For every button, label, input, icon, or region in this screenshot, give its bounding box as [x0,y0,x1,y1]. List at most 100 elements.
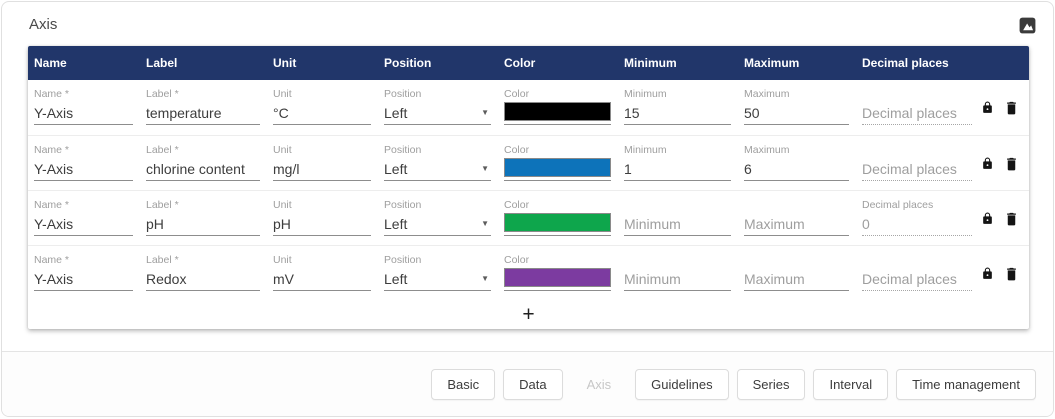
field-label: Maximum [744,88,790,100]
field-label: Color [504,254,530,266]
column-header-minimum: Minimum [624,56,677,70]
minimum-field[interactable]: Minimum 15 [624,80,731,135]
field-label: Unit [273,144,292,156]
trash-icon [1004,267,1019,286]
label-field[interactable]: Label * chlorine content [146,136,260,190]
field-label: Name * [34,144,70,156]
table-header: Name Label Unit Position Color Minimum M… [28,46,1029,80]
color-swatch[interactable] [504,213,611,232]
color-swatch[interactable] [504,268,611,287]
field-label: Label * [146,254,179,266]
delete-button[interactable] [1004,155,1019,172]
field-label: Unit [273,88,292,100]
unit-field[interactable]: Unit °C [273,80,371,135]
plus-icon: + [522,302,535,326]
field-label: Maximum [744,144,790,156]
name-field[interactable]: Name * Y-Axis [34,80,133,135]
field-label: Color [504,144,530,156]
delete-button[interactable] [1004,99,1019,116]
lock-icon [981,101,994,119]
unit-field[interactable]: Unit pH [273,191,371,245]
maximum-field[interactable]: Maximum [744,246,849,300]
trash-icon [1004,157,1019,176]
label-field[interactable]: Label * Redox [146,246,260,300]
color-field[interactable]: Color [504,191,611,245]
tab-time-management[interactable]: Time management [896,368,1036,400]
field-label: Minimum [624,88,667,100]
field-label: Color [504,88,530,100]
tab-guidelines[interactable]: Guidelines [635,368,729,400]
position-select[interactable]: Position Left ▼ [384,246,491,300]
tab-series[interactable]: Series [736,368,806,400]
decimal-places-field: Decimal places [862,80,972,135]
lock-icon [981,212,994,230]
tab-button-bar: Basic Data Axis Guidelines Series Interv… [2,351,1053,416]
panel-header: Axis [2,2,1053,46]
lock-button[interactable] [981,211,994,226]
decimal-places-field: Decimal places [862,246,972,300]
dropdown-arrow-icon: ▼ [481,219,489,228]
color-field[interactable]: Color [504,246,611,300]
column-header-label: Label [146,56,178,70]
field-label: Name * [34,199,70,211]
dropdown-arrow-icon: ▼ [481,164,489,173]
trash-icon [1004,101,1019,120]
color-field[interactable]: Color [504,80,611,135]
lock-icon [981,157,994,175]
field-label: Unit [273,199,292,211]
lock-button[interactable] [981,156,994,171]
minimum-field[interactable]: Minimum 1 [624,136,731,190]
color-field[interactable]: Color [504,136,611,190]
column-header-position: Position [384,56,432,70]
table-row: Name * Y-Axis Label * temperature Unit °… [28,80,1029,135]
decimal-places-field: Decimal places 0 [862,191,972,245]
position-select[interactable]: Position Left ▼ [384,191,491,245]
field-label: Position [384,199,422,211]
tab-interval[interactable]: Interval [813,368,889,400]
lock-button[interactable] [981,100,994,115]
field-label: Color [504,199,530,211]
add-axis-button[interactable]: + [28,300,1029,329]
field-label: Name * [34,88,70,100]
label-field[interactable]: Label * pH [146,191,260,245]
label-field[interactable]: Label * temperature [146,80,260,135]
field-label: Label * [146,88,179,100]
column-header-name: Name [34,56,67,70]
lock-icon [981,267,994,285]
unit-field[interactable]: Unit mV [273,246,371,300]
field-label: Label * [146,199,179,211]
name-field[interactable]: Name * Y-Axis [34,136,133,190]
axis-table: Name Label Unit Position Color Minimum M… [28,46,1029,329]
maximum-field[interactable]: Maximum [744,191,849,245]
unit-field[interactable]: Unit mg/l [273,136,371,190]
column-header-unit: Unit [273,56,297,70]
name-field[interactable]: Name * Y-Axis [34,191,133,245]
column-header-maximum: Maximum [744,56,800,70]
tab-basic[interactable]: Basic [431,368,496,400]
field-label: Decimal places [862,199,934,211]
column-header-color: Color [504,56,536,70]
table-row: Name * Y-Axis Label * pH Unit pH Positio… [28,190,1029,245]
lock-button[interactable] [981,266,994,281]
tab-data[interactable]: Data [503,368,563,400]
export-image-button[interactable] [1018,16,1037,35]
table-row: Name * Y-Axis Label * Redox Unit mV Posi… [28,245,1029,300]
position-select[interactable]: Position Left ▼ [384,80,491,135]
page-title: Axis [29,16,58,33]
delete-button[interactable] [1004,265,1019,282]
name-field[interactable]: Name * Y-Axis [34,246,133,300]
color-swatch[interactable] [504,102,611,121]
maximum-field[interactable]: Maximum 6 [744,136,849,190]
dropdown-arrow-icon: ▼ [481,274,489,283]
minimum-field[interactable]: Minimum [624,191,731,245]
delete-button[interactable] [1004,210,1019,227]
field-label: Unit [273,254,292,266]
color-swatch[interactable] [504,158,611,177]
field-label: Minimum [624,144,667,156]
decimal-places-field: Decimal places [862,136,972,190]
maximum-field[interactable]: Maximum 50 [744,80,849,135]
position-select[interactable]: Position Left ▼ [384,136,491,190]
minimum-field[interactable]: Minimum [624,246,731,300]
field-label: Name * [34,254,70,266]
